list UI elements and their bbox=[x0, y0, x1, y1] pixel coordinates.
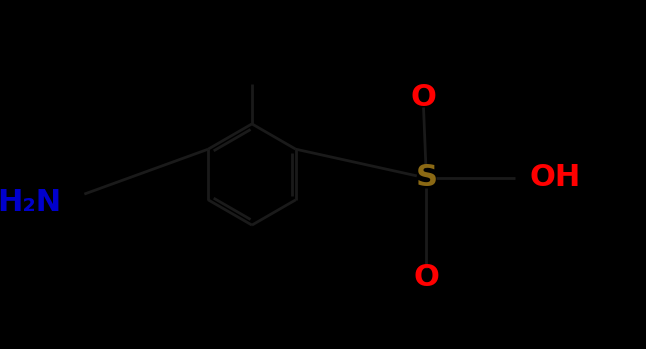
Text: O: O bbox=[410, 83, 436, 112]
Text: H₂N: H₂N bbox=[0, 188, 61, 217]
Text: O: O bbox=[413, 263, 439, 292]
Text: OH: OH bbox=[530, 163, 581, 193]
Text: S: S bbox=[415, 163, 437, 193]
